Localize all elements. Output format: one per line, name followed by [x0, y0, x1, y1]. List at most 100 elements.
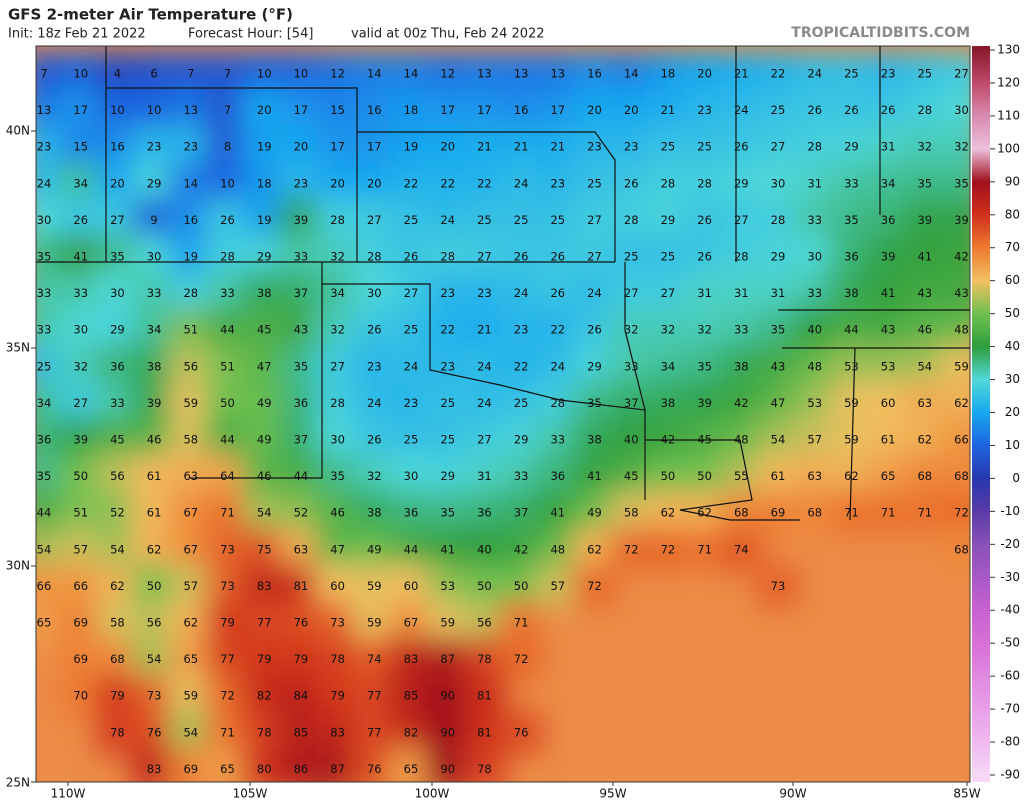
temperature-value: 63 [917, 396, 932, 410]
temperature-value: 14 [404, 67, 419, 81]
temperature-value: 60 [330, 579, 345, 593]
temperature-value: 43 [771, 359, 786, 373]
temperature-value: 21 [514, 140, 529, 154]
border [849, 347, 856, 521]
temperature-value: 33 [734, 323, 749, 337]
temperature-value: 74 [734, 542, 749, 556]
temperature-value: 16 [367, 103, 382, 117]
temperature-value: 29 [147, 176, 162, 190]
temperature-value: 90 [440, 725, 455, 739]
temperature-value: 28 [624, 213, 639, 227]
temperature-value: 27 [771, 140, 786, 154]
temperature-value: 62 [697, 506, 712, 520]
temperature-value: 69 [183, 762, 198, 776]
temperature-value: 20 [587, 103, 602, 117]
temperature-value: 65 [183, 652, 198, 666]
temperature-value: 20 [257, 103, 272, 117]
temperature-value: 71 [220, 506, 235, 520]
temperature-value: 23 [587, 140, 602, 154]
temperature-value: 23 [881, 67, 896, 81]
temperature-value: 23 [440, 359, 455, 373]
temperature-cell [572, 564, 617, 609]
temperature-value: 38 [734, 359, 749, 373]
temperature-value: 27 [367, 213, 382, 227]
temperature-value: 31 [881, 140, 896, 154]
temperature-cell [95, 710, 140, 755]
temperature-value: 37 [514, 506, 529, 520]
temperature-value: 63 [294, 542, 309, 556]
temperature-value: 73 [771, 579, 786, 593]
temperature-value: 25 [771, 103, 786, 117]
temperature-value: 29 [110, 323, 125, 337]
temperature-value: 72 [514, 652, 529, 666]
temperature-value: 59 [844, 433, 859, 447]
temperature-value: 26 [807, 103, 822, 117]
temperature-value: 27 [330, 359, 345, 373]
temperature-cell [756, 564, 800, 609]
temperature-value: 24 [477, 396, 492, 410]
temperature-value: 65 [404, 762, 419, 776]
temperature-value: 35 [294, 359, 309, 373]
temperature-value: 33 [550, 433, 565, 447]
colorbar-label: 50 [1005, 306, 1020, 320]
temperature-value: 58 [624, 506, 639, 520]
temperature-value: 23 [697, 103, 712, 117]
temperature-value: 13 [514, 67, 529, 81]
temperature-value: 38 [587, 433, 602, 447]
temperature-value: 9 [150, 213, 157, 227]
temperature-value: 7 [40, 67, 47, 81]
temperature-value: 79 [220, 616, 235, 630]
colorbar-label: -70 [1000, 702, 1020, 716]
temperature-value: 39 [881, 250, 896, 264]
temperature-value: 15 [330, 103, 345, 117]
temperature-value: 86 [294, 762, 309, 776]
temperature-cell [499, 710, 544, 755]
temperature-value: 4 [114, 67, 121, 81]
temperature-value: 24 [514, 286, 529, 300]
temperature-value: 59 [183, 396, 198, 410]
temperature-value: 21 [550, 140, 565, 154]
temperature-value: 62 [917, 433, 932, 447]
temperature-value: 31 [771, 286, 786, 300]
temperature-value: 15 [73, 140, 88, 154]
temperature-value: 33 [37, 323, 52, 337]
temperature-value: 27 [624, 286, 639, 300]
temperature-value: 25 [404, 433, 419, 447]
temperature-value: 71 [514, 616, 529, 630]
forecast-hour: Forecast Hour: [54] [188, 27, 313, 42]
temperature-value: 23 [514, 323, 529, 337]
temperature-value: 48 [734, 433, 749, 447]
temperature-value: 80 [257, 762, 272, 776]
temperature-value: 17 [73, 103, 88, 117]
temperature-value: 28 [550, 396, 565, 410]
temperature-value: 16 [183, 213, 198, 227]
temperature-value: 61 [881, 433, 896, 447]
temperature-value: 28 [440, 250, 455, 264]
temperature-cell [58, 674, 103, 719]
temperature-value: 30 [330, 433, 345, 447]
temperature-value: 67 [183, 542, 198, 556]
temperature-value: 31 [477, 469, 492, 483]
temperature-value: 25 [404, 323, 419, 337]
temperature-value: 42 [954, 250, 969, 264]
temperature-value: 61 [771, 469, 786, 483]
temperature-value: 6 [150, 67, 157, 81]
temperature-value: 77 [257, 616, 272, 630]
temperature-value: 30 [954, 103, 969, 117]
temperature-value: 28 [661, 176, 676, 190]
temperature-value: 10 [73, 67, 88, 81]
temperature-value: 16 [110, 140, 125, 154]
temperature-value: 20 [440, 140, 455, 154]
temperature-value: 25 [697, 140, 712, 154]
temperature-value: 49 [587, 506, 602, 520]
temperature-value: 35 [697, 359, 712, 373]
temperature-value: 46 [257, 469, 272, 483]
temperature-value: 50 [73, 469, 88, 483]
temperature-value: 45 [697, 433, 712, 447]
temperature-value: 32 [954, 140, 969, 154]
temperature-value: 33 [514, 469, 529, 483]
temperature-value: 87 [440, 652, 455, 666]
temperature-value: 29 [771, 250, 786, 264]
temperature-value: 35 [587, 396, 602, 410]
